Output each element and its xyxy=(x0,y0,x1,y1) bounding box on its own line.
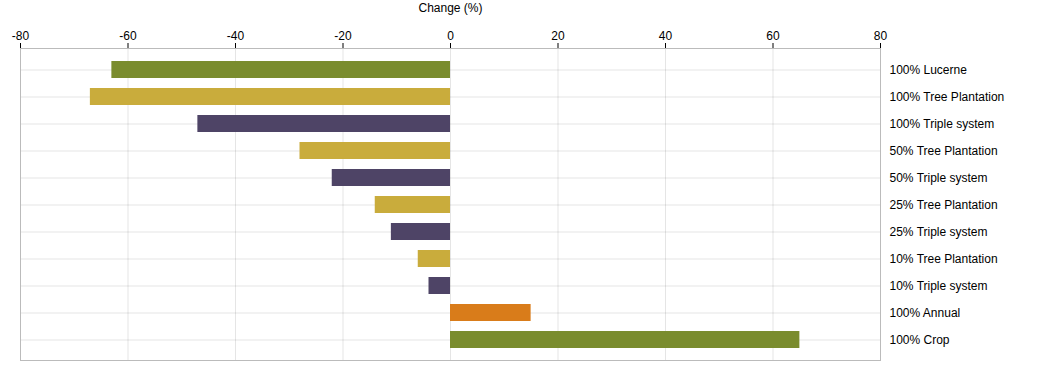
svg-text:20: 20 xyxy=(551,29,565,43)
svg-text:-80: -80 xyxy=(12,29,30,43)
svg-text:0: 0 xyxy=(447,29,454,43)
svg-text:-20: -20 xyxy=(334,29,352,43)
svg-text:10% Tree Plantation: 10% Tree Plantation xyxy=(890,252,998,266)
svg-text:80: 80 xyxy=(874,29,888,43)
svg-text:40: 40 xyxy=(659,29,673,43)
svg-text:50% Triple system: 50% Triple system xyxy=(890,171,988,185)
svg-text:-40: -40 xyxy=(227,29,245,43)
svg-text:100% Annual: 100% Annual xyxy=(890,306,961,320)
svg-text:-60: -60 xyxy=(119,29,137,43)
svg-text:50% Tree Plantation: 50% Tree Plantation xyxy=(890,144,998,158)
svg-text:Change (%): Change (%) xyxy=(418,1,482,15)
svg-text:10% Triple system: 10% Triple system xyxy=(890,279,988,293)
svg-text:25% Tree Plantation: 25% Tree Plantation xyxy=(890,198,998,212)
svg-text:100% Triple system: 100% Triple system xyxy=(890,117,995,131)
svg-text:100% Tree Plantation: 100% Tree Plantation xyxy=(890,90,1005,104)
svg-text:100% Lucerne: 100% Lucerne xyxy=(890,63,968,77)
svg-text:100% Crop: 100% Crop xyxy=(890,333,950,347)
svg-text:60: 60 xyxy=(766,29,780,43)
svg-text:25% Triple system: 25% Triple system xyxy=(890,225,988,239)
